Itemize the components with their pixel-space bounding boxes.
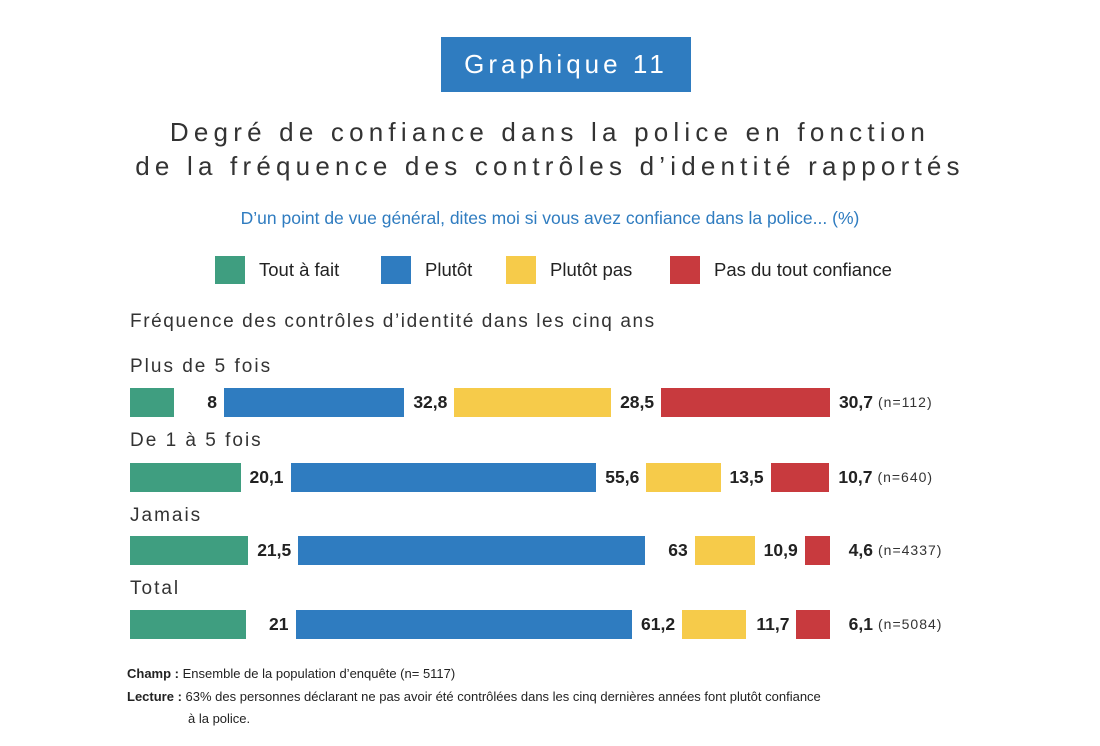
category-label: Total — [130, 578, 181, 599]
sample-size-label: (n=112) — [878, 394, 933, 410]
chart-title-line-1: Degré de confiance dans la police en fon… — [169, 117, 931, 147]
note-lecture-text-1: 63% des personnes déclarant ne pas avoir… — [185, 689, 821, 704]
bar-segment — [130, 388, 174, 417]
legend-swatch — [381, 256, 411, 284]
chart-title-line-2: de la fréquence des contrôles d’identité… — [135, 151, 965, 181]
bar-segment — [290, 463, 597, 492]
value-label: 11,7 — [756, 614, 790, 634]
category-label: Plus de 5 fois — [130, 356, 273, 377]
legend-item: Plutôt — [381, 256, 472, 284]
legend-item: Tout à fait — [215, 256, 339, 284]
bar-segment — [454, 388, 612, 417]
value-label: 30,7 — [838, 392, 873, 412]
bar-segment — [130, 463, 241, 492]
chart-legend: Tout à fait Plutôt Plutôt pas Pas du tout c… — [0, 256, 1100, 284]
bar-segment — [694, 536, 755, 565]
bar-segment — [804, 536, 830, 565]
value-label: 6,1 — [848, 614, 873, 634]
bar-segment — [298, 536, 645, 565]
sample-size-label: (n=5084) — [878, 616, 943, 632]
bar-segment — [646, 463, 721, 492]
survey-question: D’un point de vue général, dites moi si … — [240, 208, 860, 228]
legend-item: Plutôt pas — [506, 256, 632, 284]
value-label: 8 — [207, 392, 217, 412]
note-lecture: Lecture : 63% des personnes déclarant ne… — [127, 689, 821, 704]
legend-swatch — [215, 256, 245, 284]
category-label: De 1 à 5 fois — [130, 430, 263, 451]
value-label: 61,2 — [641, 614, 676, 634]
note-lecture-label: Lecture : — [127, 689, 182, 704]
bar-segment — [295, 610, 633, 639]
value-label: 10,7 — [838, 467, 873, 487]
value-label: 21,5 — [257, 540, 292, 560]
bar-segment — [130, 610, 246, 639]
bar-segment — [796, 610, 830, 639]
sample-size-label: (n=640) — [877, 469, 934, 485]
value-label: 13,5 — [729, 467, 764, 487]
legend-swatch — [506, 256, 536, 284]
value-label: 28,5 — [620, 392, 655, 412]
note-champ-text: Ensemble de la population d’enquête (n= … — [182, 666, 456, 681]
legend-label: Pas du tout confiance — [714, 259, 892, 280]
figure-number-badge: Graphique 11 — [441, 37, 691, 92]
bar-segment — [661, 388, 830, 417]
note-champ-label: Champ : — [127, 666, 179, 681]
note-champ: Champ : Ensemble de la population d’enqu… — [127, 666, 455, 681]
value-label: 55,6 — [605, 467, 640, 487]
value-label: 10,9 — [763, 540, 798, 560]
legend-item: Pas du tout confiance — [670, 256, 892, 284]
value-label: 20,1 — [249, 467, 284, 487]
axis-title: Fréquence des contrôles d’identité dans … — [130, 311, 656, 332]
value-label: 21 — [269, 614, 289, 634]
category-label: Jamais — [130, 505, 203, 526]
legend-swatch — [670, 256, 700, 284]
legend-label: Plutôt pas — [550, 259, 633, 280]
legend-label: Tout à fait — [259, 259, 340, 280]
value-label: 32,8 — [413, 392, 448, 412]
note-lecture-continued: à la police. — [188, 711, 251, 726]
legend-label: Plutôt — [425, 259, 473, 280]
value-label: 63 — [668, 540, 688, 560]
value-label: 4,6 — [848, 540, 873, 560]
sample-size-label: (n=4337) — [878, 542, 943, 558]
bar-segment — [130, 536, 249, 565]
bar-segment — [224, 388, 405, 417]
bar-segment — [770, 463, 830, 492]
bar-segment — [682, 610, 747, 639]
